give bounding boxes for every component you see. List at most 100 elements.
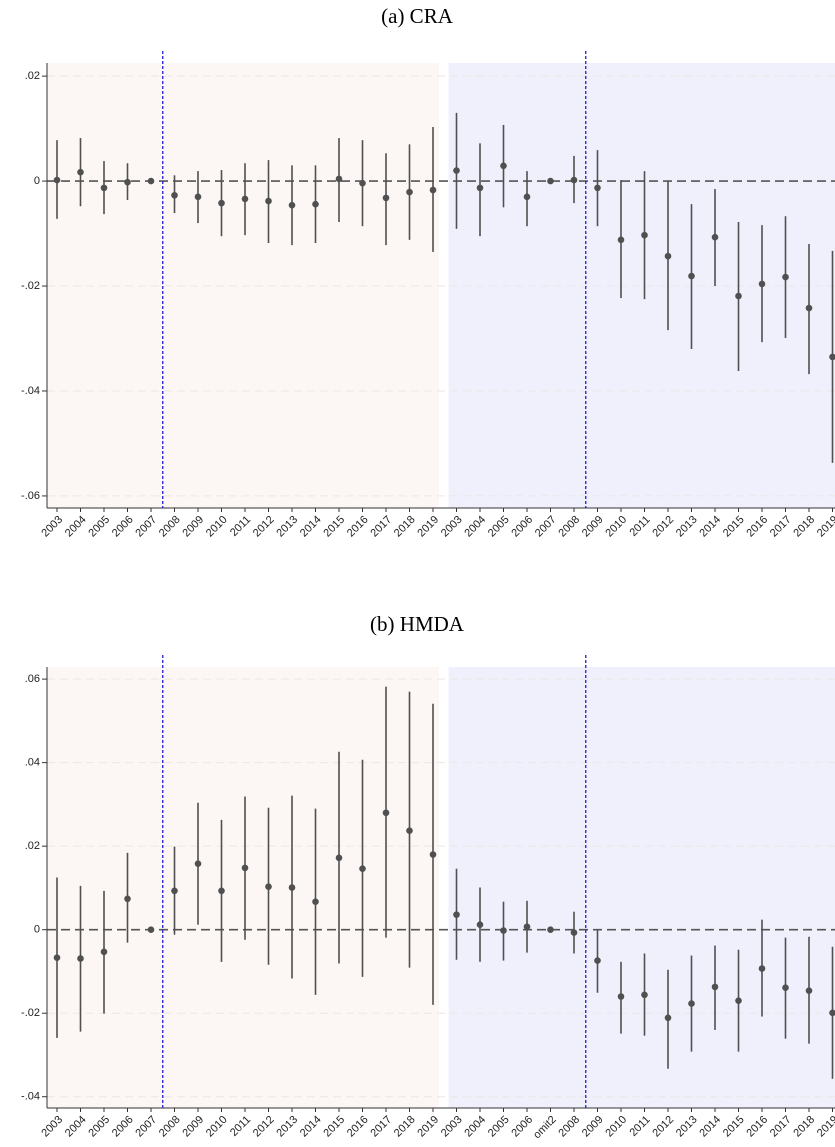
- point-estimate: [171, 887, 178, 895]
- x-tick-label: 2017: [368, 1114, 394, 1140]
- x-tick-label: 2007: [533, 514, 559, 540]
- point-estimate: [664, 252, 672, 260]
- y-tick-label: -.02: [21, 280, 40, 292]
- group-background: [47, 63, 439, 508]
- y-tick-label: .06: [25, 673, 40, 685]
- point-estimate: [782, 273, 789, 281]
- x-tick-label: 2004: [63, 1114, 89, 1140]
- point-estimate: [476, 921, 484, 928]
- x-tick-label: 2005: [486, 1114, 512, 1140]
- point-estimate: [171, 191, 178, 199]
- x-tick-label: 2006: [509, 1114, 535, 1140]
- x-tick-label: 2016: [744, 1114, 770, 1140]
- y-tick-label: .02: [25, 70, 40, 82]
- x-tick-label: 2004: [462, 514, 488, 540]
- point-estimate: [758, 965, 766, 972]
- group-background: [448, 667, 835, 1108]
- point-estimate: [688, 1000, 695, 1007]
- x-tick-label: 2008: [157, 514, 183, 540]
- x-tick-label: 2006: [110, 514, 136, 540]
- x-tick-label: 2003: [39, 514, 65, 540]
- panel-title: (a) CRA: [381, 4, 454, 28]
- point-estimate: [100, 184, 108, 192]
- x-tick-label: 2010: [204, 514, 230, 540]
- point-estimate: [382, 194, 390, 202]
- point-estimate: [124, 178, 131, 186]
- x-tick-label: 2011: [627, 514, 652, 539]
- x-tick-label: 2016: [345, 514, 371, 540]
- x-tick-label: 2010: [603, 1114, 629, 1140]
- x-tick-label: 2019: [815, 1114, 835, 1140]
- x-tick-label: 2011: [627, 1114, 652, 1139]
- x-tick-label: 2014: [298, 1114, 324, 1140]
- x-tick-label: 2011: [228, 514, 253, 539]
- x-tick-label: 2018: [392, 514, 418, 540]
- point-estimate: [641, 991, 648, 999]
- x-tick-label: 2017: [768, 514, 794, 540]
- y-tick-label: 0: [34, 924, 40, 936]
- x-tick-label: 2009: [580, 1114, 606, 1140]
- point-estimate: [288, 201, 296, 209]
- point-estimate: [241, 864, 249, 872]
- point-estimate: [664, 1014, 672, 1022]
- point-estimate: [570, 929, 578, 936]
- x-tick-label: 2005: [486, 514, 512, 540]
- point-estimate: [758, 280, 766, 288]
- point-estimate: [194, 860, 202, 867]
- point-estimate: [288, 884, 296, 891]
- x-tick-label: 2003: [439, 514, 465, 540]
- y-tick-label: -.02: [21, 1007, 40, 1019]
- x-tick-label: 2012: [650, 514, 676, 540]
- point-estimate: [312, 898, 319, 905]
- point-estimate: [406, 188, 413, 196]
- x-tick-label: 2013: [274, 1114, 300, 1140]
- x-tick-label: 2016: [744, 514, 770, 540]
- x-tick-label: 2006: [509, 514, 535, 540]
- x-tick-label: 2012: [251, 514, 277, 540]
- point-estimate: [500, 927, 507, 934]
- point-estimate: [594, 957, 601, 964]
- point-estimate: [335, 854, 343, 862]
- x-tick-label: 2015: [321, 1114, 347, 1140]
- y-tick-label: -.04: [21, 385, 40, 397]
- x-tick-label: 2011: [228, 1114, 253, 1139]
- point-estimate: [335, 175, 343, 183]
- panel: (b) HMDA-.04-.020.02.04.0620032004200520…: [21, 612, 835, 1141]
- point-estimate: [265, 197, 272, 205]
- x-tick-label: 2016: [345, 1114, 371, 1140]
- x-tick-label: 2005: [86, 514, 112, 540]
- point-estimate: [453, 167, 460, 174]
- point-estimate: [641, 231, 648, 239]
- point-estimate: [829, 353, 835, 361]
- point-estimate: [453, 911, 460, 918]
- x-tick-label: 2006: [110, 1114, 136, 1140]
- point-estimate: [782, 984, 789, 992]
- x-tick-label: 2014: [298, 514, 324, 540]
- point-estimate: [547, 926, 554, 933]
- y-tick-label: -.06: [21, 490, 40, 502]
- x-tick-label: 2015: [721, 514, 747, 540]
- point-estimate: [77, 168, 84, 176]
- point-estimate: [523, 923, 531, 931]
- x-tick-label: 2012: [650, 1114, 676, 1140]
- x-tick-label: 2003: [439, 1114, 465, 1140]
- point-estimate: [711, 233, 719, 241]
- point-estimate: [429, 186, 437, 194]
- x-tick-label: 2014: [697, 1114, 723, 1140]
- y-tick-label: .04: [25, 757, 40, 769]
- point-estimate: [735, 292, 742, 300]
- point-estimate: [147, 177, 155, 185]
- x-tick-label: 2018: [791, 514, 817, 540]
- point-estimate: [359, 179, 366, 187]
- point-estimate: [547, 177, 554, 185]
- x-tick-label: 2013: [274, 514, 300, 540]
- point-estimate: [53, 176, 61, 184]
- x-tick-label: 2005: [86, 1114, 112, 1140]
- point-estimate: [406, 827, 413, 835]
- x-tick-label: 2010: [204, 1114, 230, 1140]
- point-estimate: [359, 865, 366, 873]
- point-estimate: [711, 983, 719, 991]
- point-estimate: [382, 809, 390, 817]
- x-tick-label: 2008: [556, 514, 582, 540]
